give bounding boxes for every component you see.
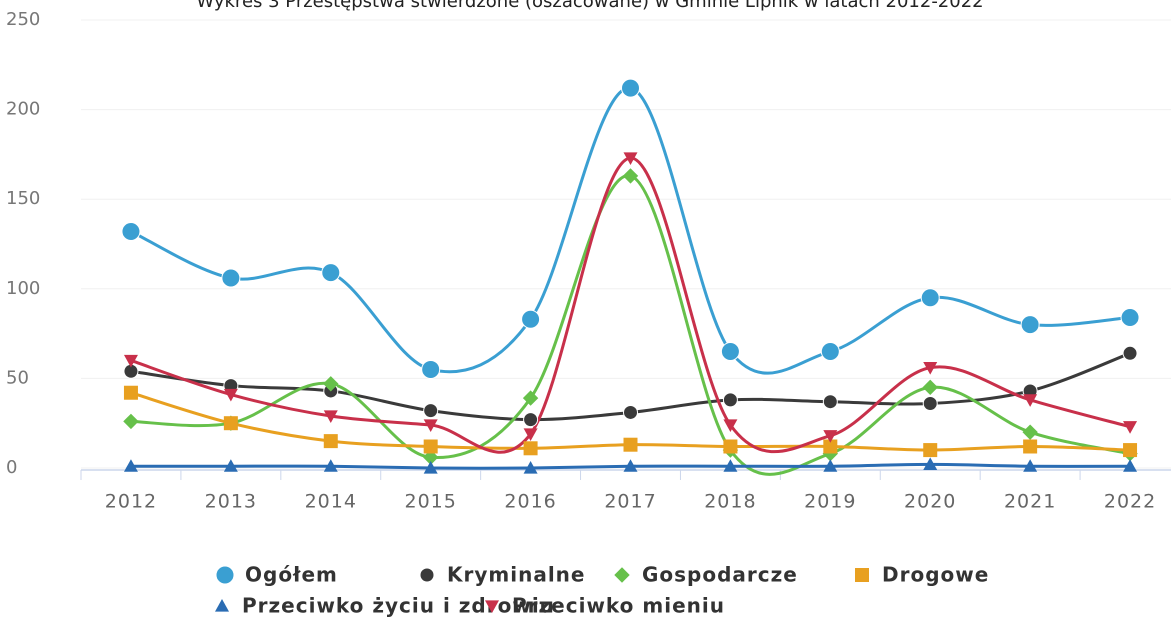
- marker: [123, 354, 138, 368]
- x-tick-label: 2013: [205, 491, 257, 513]
- x-tick-label: 2014: [305, 491, 357, 513]
- marker: [523, 461, 538, 474]
- marker: [822, 445, 839, 462]
- x-tick-label: 2020: [904, 491, 956, 513]
- y-tick-label: 150: [6, 188, 40, 209]
- x-tick-label: 2017: [604, 491, 656, 513]
- marker: [121, 221, 141, 241]
- marker: [423, 461, 438, 474]
- x-tick-label: 2021: [1004, 491, 1056, 513]
- marker: [1022, 424, 1038, 440]
- marker: [523, 412, 539, 428]
- x-tick-label: 2012: [105, 491, 157, 513]
- marker: [421, 359, 441, 379]
- marker: [1120, 307, 1140, 327]
- marker: [823, 439, 838, 454]
- chart-title: Wykres 3 Przestępstwa stwierdzone (oszac…: [196, 0, 983, 12]
- marker: [922, 395, 938, 411]
- marker: [621, 78, 640, 98]
- marker: [522, 390, 539, 406]
- marker: [820, 342, 840, 362]
- marker: [223, 459, 238, 472]
- legend-marker: [855, 568, 869, 582]
- marker: [523, 441, 538, 456]
- x-tick-label: 2022: [1104, 491, 1156, 513]
- marker: [723, 439, 738, 454]
- x-tick-label: 2019: [804, 491, 856, 513]
- x-tick-label: 2015: [405, 491, 457, 513]
- marker: [922, 379, 938, 396]
- y-tick-label: 0: [6, 457, 17, 478]
- marker: [423, 419, 438, 432]
- marker: [923, 362, 938, 375]
- legend-label: Kryminalne: [447, 563, 586, 587]
- marker: [1023, 439, 1038, 454]
- marker: [223, 388, 238, 402]
- marker: [123, 459, 138, 472]
- y-tick-label: 200: [6, 99, 40, 120]
- legend-label: Przeciwko mieniu: [512, 594, 725, 618]
- marker: [423, 403, 439, 419]
- marker: [623, 459, 638, 472]
- marker: [1020, 315, 1040, 335]
- y-tick-label: 50: [6, 367, 29, 388]
- marker: [622, 168, 639, 184]
- marker: [521, 309, 541, 329]
- legend-marker: [419, 567, 435, 583]
- legend-marker: [215, 599, 229, 612]
- marker: [1123, 459, 1138, 472]
- legend-marker: [215, 565, 235, 585]
- marker: [123, 385, 138, 400]
- marker: [221, 268, 241, 288]
- marker: [722, 392, 738, 408]
- y-tick-label: 250: [6, 9, 40, 30]
- legend-label: Przeciwko życiu i zdrowiu: [242, 594, 555, 618]
- marker: [1123, 421, 1138, 434]
- marker: [123, 413, 139, 430]
- marker: [720, 342, 740, 362]
- marker: [623, 152, 638, 165]
- marker: [1122, 345, 1138, 361]
- x-tick-label: 2018: [704, 491, 756, 513]
- x-tick-label: 2016: [504, 491, 556, 513]
- marker: [323, 434, 338, 449]
- series-line: [130, 86, 1131, 375]
- marker: [623, 404, 638, 420]
- marker: [323, 459, 338, 472]
- marker: [323, 376, 339, 392]
- marker: [723, 419, 738, 432]
- marker: [823, 459, 838, 472]
- marker: [321, 263, 341, 283]
- y-tick-label: 100: [6, 278, 40, 299]
- marker: [523, 428, 538, 441]
- marker: [1023, 394, 1038, 407]
- marker: [723, 459, 738, 472]
- marker: [920, 288, 940, 308]
- legend-marker: [614, 567, 630, 583]
- legend-marker: [485, 600, 499, 613]
- legend-label: Gospodarcze: [642, 563, 798, 587]
- marker: [223, 416, 238, 431]
- legend-label: Ogółem: [245, 563, 338, 587]
- marker: [823, 430, 838, 443]
- legend-label: Drogowe: [882, 563, 989, 587]
- marker: [323, 410, 338, 424]
- marker: [423, 439, 438, 454]
- marker: [923, 457, 938, 471]
- marker: [822, 394, 838, 410]
- marker: [1023, 459, 1038, 472]
- marker: [1123, 443, 1138, 458]
- series-line: [130, 174, 1131, 476]
- marker: [923, 443, 938, 458]
- marker: [623, 437, 638, 452]
